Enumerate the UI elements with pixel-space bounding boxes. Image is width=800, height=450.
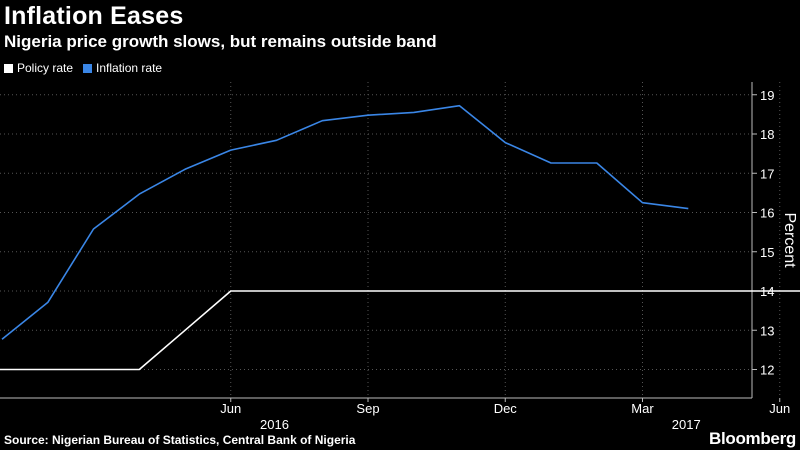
legend-label-policy-rate: Policy rate (17, 61, 74, 75)
legend: Policy rate Inflation rate (4, 61, 162, 75)
y-tick-label: 15 (760, 245, 774, 260)
chart-subtitle: Nigeria price growth slows, but remains … (4, 32, 437, 51)
y-tick-label: 16 (760, 206, 774, 221)
x-tick-label: Mar (631, 401, 654, 416)
chart-title: Inflation Eases (4, 2, 184, 30)
legend-item-inflation-rate: Inflation rate (83, 61, 162, 75)
y-tick-label: 17 (760, 166, 774, 181)
bloomberg-logo: Bloomberg (708, 429, 796, 448)
source-note: Source: Nigerian Bureau of Statistics, C… (4, 433, 356, 447)
y-axis-title: Percent (781, 212, 798, 268)
x-tick-label: Jun (769, 401, 790, 416)
legend-label-inflation-rate: Inflation rate (96, 61, 163, 75)
axis-labels: 12 13 14 15 16 17 18 19 Jun Sep Dec Mar Jun 2016 2017 P… (220, 88, 798, 432)
x-tick-label: Sep (356, 401, 379, 416)
y-tick-label: 14 (760, 284, 774, 299)
series-line-inflation-rate (1, 104, 689, 340)
year-label: 2017 (672, 417, 701, 432)
series (0, 104, 800, 371)
axes (0, 82, 781, 402)
x-tick-label: Jun (220, 401, 241, 416)
legend-swatch-policy-rate (4, 63, 13, 73)
year-label: 2016 (260, 417, 289, 432)
x-tick-label: Dec (494, 401, 518, 416)
grid (0, 82, 781, 398)
y-tick-label: 19 (760, 88, 774, 103)
y-tick-label: 12 (760, 363, 774, 378)
y-tick-label: 13 (760, 323, 774, 338)
legend-item-policy-rate: Policy rate (4, 61, 73, 75)
legend-swatch-inflation-rate (83, 63, 93, 73)
series-line-policy-rate (0, 290, 800, 371)
y-tick-label: 18 (760, 127, 774, 142)
